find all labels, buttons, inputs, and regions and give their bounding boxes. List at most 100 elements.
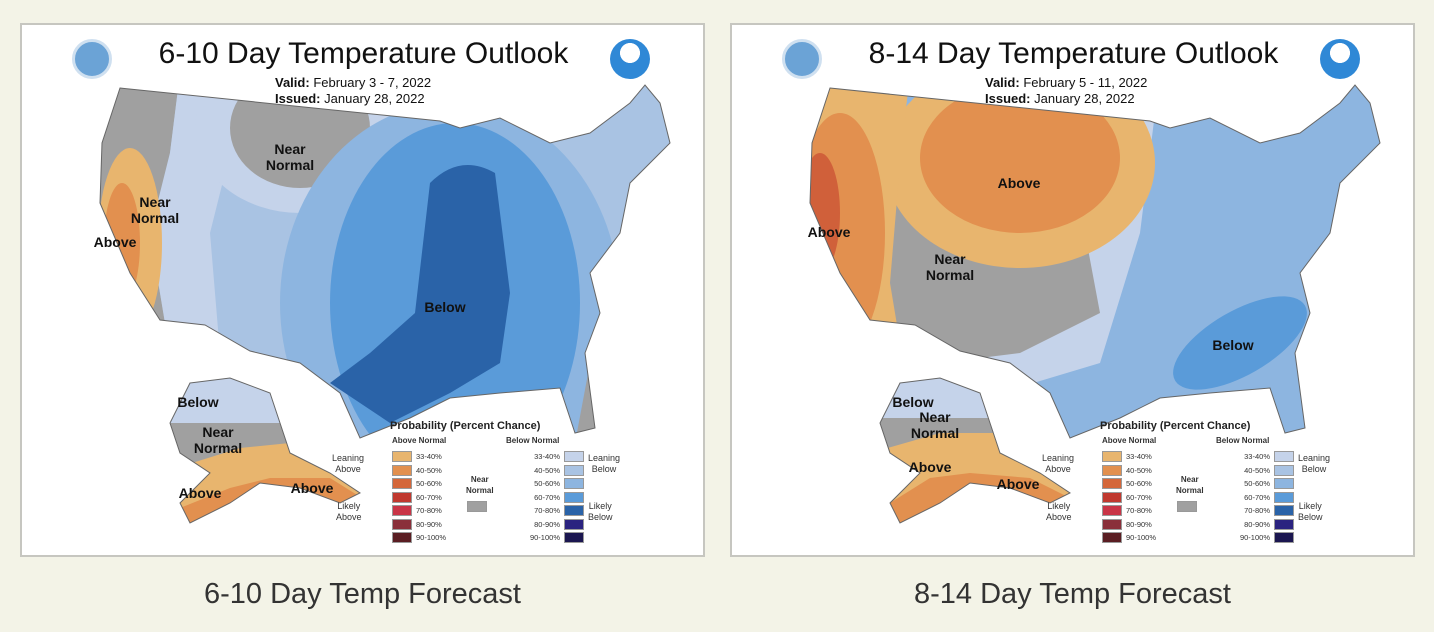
- region-label: Below: [424, 299, 466, 315]
- below-range-label: 60-70%: [1244, 492, 1270, 502]
- map-dates: Valid: February 5 - 11, 2022 Issued: Jan…: [985, 75, 1147, 107]
- region-label: Near Normal: [193, 424, 243, 456]
- leaning-above-label: Leaning Above: [332, 453, 365, 474]
- above-swatch: [392, 451, 412, 462]
- region-label: Near Normal: [130, 194, 180, 226]
- below-swatch: [1274, 505, 1294, 516]
- probability-legend: Probability (Percent Chance) Above Normal…: [1040, 416, 1340, 546]
- above-swatch: [392, 491, 412, 503]
- near-normal-swatch: [467, 501, 487, 512]
- region-label: Above: [807, 224, 851, 240]
- map-image-6-10[interactable]: 6-10 Day Temperature Outlook Valid: Febr…: [30, 33, 697, 549]
- below-range-label: 40-50%: [1244, 465, 1270, 475]
- below-swatch: [564, 478, 584, 489]
- likely-above-label: Likely Above: [1046, 501, 1072, 522]
- region-label: Below: [892, 394, 934, 410]
- above-range-label: 60-70%: [1126, 492, 1152, 502]
- region-label: Above: [996, 476, 1040, 492]
- us-map-6-10: [99, 84, 671, 524]
- issued-date: January 28, 2022: [324, 91, 425, 106]
- valid-label: Valid:: [985, 75, 1020, 90]
- forecast-caption-8-14[interactable]: 8-14 Day Temp Forecast: [914, 578, 1231, 610]
- region-label: Below: [177, 394, 219, 410]
- region-label: Near Normal: [265, 141, 315, 173]
- above-swatch: [1102, 491, 1122, 503]
- region-label: Below: [1212, 337, 1254, 353]
- above-swatch: [392, 518, 412, 530]
- map-dates: Valid: February 3 - 7, 2022 Issued: Janu…: [275, 75, 431, 107]
- above-range-label: 40-50%: [1126, 465, 1152, 475]
- commerce-seal-icon: [782, 39, 822, 79]
- near-normal-label: Near Normal: [466, 475, 494, 495]
- above-range-label: 50-60%: [1126, 479, 1152, 488]
- valid-dates: February 5 - 11, 2022: [1023, 75, 1148, 90]
- above-swatch: [392, 478, 412, 489]
- above-swatch: [1102, 518, 1122, 530]
- above-range-label: 80-90%: [416, 519, 442, 529]
- above-swatch: [392, 532, 412, 543]
- region-label: Near Normal: [910, 409, 960, 441]
- region-label: Above: [908, 459, 952, 475]
- above-normal-header: Above Normal: [392, 436, 447, 445]
- leaning-above-label: Leaning Above: [1042, 453, 1075, 474]
- below-swatch: [1274, 491, 1294, 503]
- map-title: 6-10 Day Temperature Outlook: [158, 37, 569, 70]
- below-normal-header: Below Normal: [506, 436, 560, 445]
- likely-below-label: Likely Below: [1298, 501, 1323, 522]
- below-swatch: [1274, 451, 1294, 462]
- above-swatch: [392, 464, 412, 476]
- above-range-label: 70-80%: [416, 506, 442, 515]
- outlook-card-6-10[interactable]: 6-10 Day Temperature Outlook Valid: Febr…: [20, 23, 705, 557]
- forecast-caption-6-10[interactable]: 6-10 Day Temp Forecast: [204, 578, 521, 610]
- above-swatch: [1102, 464, 1122, 476]
- issued-date: January 28, 2022: [1034, 91, 1135, 106]
- below-swatch: [564, 505, 584, 516]
- below-range-label: 80-90%: [1244, 519, 1270, 529]
- below-swatch: [564, 491, 584, 503]
- valid-dates: February 3 - 7, 2022: [313, 75, 432, 90]
- probability-legend: Probability (Percent Chance) Above Normal…: [330, 416, 630, 546]
- outlook-card-8-14[interactable]: 8-14 Day Temperature Outlook Valid: Febr…: [730, 23, 1415, 557]
- below-swatch: [1274, 532, 1294, 543]
- below-range-label: 70-80%: [1244, 506, 1270, 515]
- region-label: Above: [290, 480, 334, 496]
- above-range-label: 33-40%: [416, 452, 442, 461]
- below-swatch: [1274, 464, 1294, 476]
- map-image-8-14[interactable]: 8-14 Day Temperature Outlook Valid: Febr…: [740, 33, 1407, 549]
- above-swatch: [1102, 451, 1122, 462]
- us-map-8-14: [809, 84, 1381, 524]
- leaning-below-label: Leaning Below: [1298, 453, 1331, 474]
- below-range-label: 33-40%: [1244, 452, 1270, 461]
- above-swatch: [1102, 505, 1122, 516]
- near-normal-label: Near Normal: [1176, 475, 1204, 495]
- below-range-label: 90-100%: [529, 533, 560, 542]
- below-range-label: 70-80%: [534, 506, 560, 515]
- above-range-label: 80-90%: [1126, 519, 1152, 529]
- below-range-label: 40-50%: [534, 465, 560, 475]
- legend-title: Probability (Percent Chance): [1100, 420, 1251, 432]
- likely-above-label: Likely Above: [336, 501, 362, 522]
- valid-label: Valid:: [275, 75, 310, 90]
- above-range-label: 70-80%: [1126, 506, 1152, 515]
- region-label: Above: [997, 175, 1041, 191]
- above-range-label: 90-100%: [416, 533, 447, 542]
- region-label: Near Normal: [925, 251, 975, 283]
- below-range-label: 90-100%: [1239, 533, 1270, 542]
- issued-label: Issued:: [985, 91, 1031, 106]
- above-swatch: [392, 505, 412, 516]
- legend-title: Probability (Percent Chance): [390, 420, 541, 432]
- above-range-label: 50-60%: [416, 479, 442, 488]
- below-swatch: [564, 451, 584, 462]
- above-range-label: 90-100%: [1126, 533, 1157, 542]
- leaning-below-label: Leaning Below: [588, 453, 621, 474]
- issued-label: Issued:: [275, 91, 321, 106]
- below-swatch: [564, 532, 584, 543]
- below-swatch: [1274, 518, 1294, 530]
- below-range-label: 50-60%: [534, 479, 560, 488]
- above-range-label: 33-40%: [1126, 452, 1152, 461]
- above-range-label: 40-50%: [416, 465, 442, 475]
- likely-below-label: Likely Below: [588, 501, 613, 522]
- commerce-seal-icon: [72, 39, 112, 79]
- below-range-label: 50-60%: [1244, 479, 1270, 488]
- map-title: 8-14 Day Temperature Outlook: [868, 37, 1279, 70]
